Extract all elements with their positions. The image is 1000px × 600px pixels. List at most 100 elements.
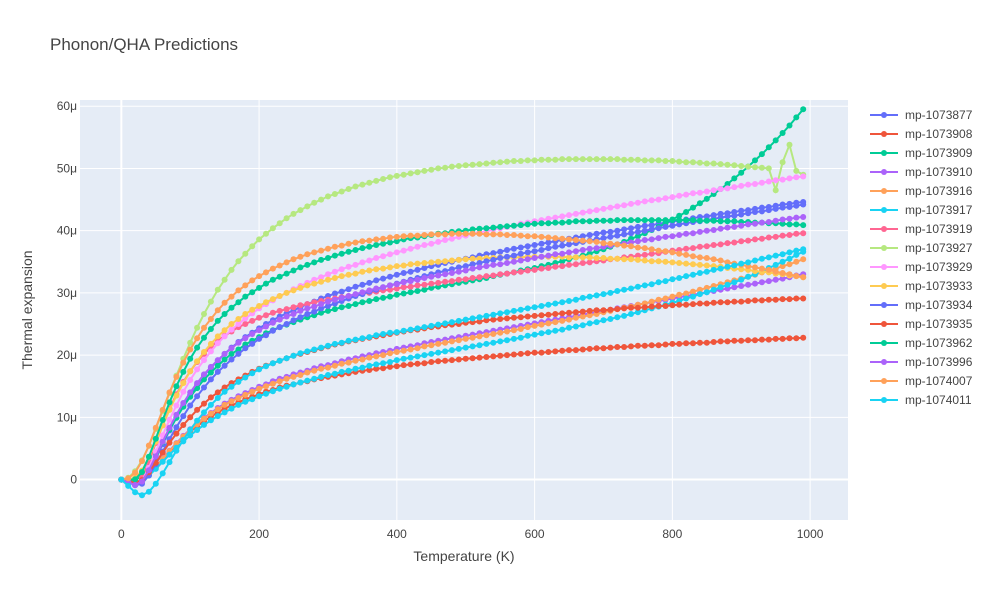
data-point[interactable] [504,232,510,238]
data-point[interactable] [132,469,139,476]
data-point[interactable] [683,209,690,215]
data-point[interactable] [297,379,304,386]
data-point[interactable] [655,217,662,224]
data-point[interactable] [600,345,607,352]
data-point[interactable] [731,223,738,230]
data-point[interactable] [311,280,318,287]
data-point[interactable] [414,288,421,294]
data-point[interactable] [476,225,483,232]
data-point[interactable] [579,294,586,301]
data-point[interactable] [648,236,655,243]
data-point[interactable] [228,398,235,405]
data-point[interactable] [380,240,387,247]
data-point[interactable] [483,160,490,167]
data-point[interactable] [586,156,593,163]
data-point[interactable] [159,417,166,423]
data-point[interactable] [214,307,221,314]
data-point[interactable] [194,406,201,413]
data-point[interactable] [366,243,373,250]
data-point[interactable] [297,372,304,378]
data-point[interactable] [793,258,800,265]
data-point[interactable] [180,359,187,366]
data-point[interactable] [345,240,352,247]
data-point[interactable] [538,349,545,356]
data-point[interactable] [435,272,442,279]
data-point[interactable] [648,250,655,257]
data-point[interactable] [297,302,304,309]
data-point[interactable] [221,350,228,357]
data-point[interactable] [786,204,793,210]
data-point[interactable] [393,172,400,179]
data-point[interactable] [559,347,566,354]
data-point[interactable] [634,256,641,263]
data-point[interactable] [476,342,483,349]
data-point[interactable] [448,319,455,326]
data-point[interactable] [724,218,731,225]
data-point[interactable] [676,192,683,199]
data-point[interactable] [586,208,593,215]
data-point[interactable] [318,196,325,203]
data-point[interactable] [387,350,393,357]
data-point[interactable] [407,346,414,353]
data-point[interactable] [428,322,435,329]
data-point[interactable] [283,289,290,296]
data-point[interactable] [359,245,366,252]
data-point[interactable] [579,218,586,225]
data-point[interactable] [745,210,752,217]
data-point[interactable] [311,346,318,353]
data-point[interactable] [338,273,345,280]
data-point[interactable] [572,210,579,217]
data-point[interactable] [380,235,387,242]
data-point[interactable] [304,251,311,258]
data-point[interactable] [345,337,352,344]
data-point[interactable] [517,250,524,257]
data-point[interactable] [559,310,566,317]
data-point[interactable] [476,354,483,361]
data-point[interactable] [545,329,552,336]
data-point[interactable] [703,188,710,195]
data-point[interactable] [421,265,428,271]
data-point[interactable] [572,309,579,316]
data-point[interactable] [628,256,634,263]
data-point[interactable] [407,278,414,285]
data-point[interactable] [765,266,772,273]
data-point[interactable] [187,389,194,396]
data-point[interactable] [614,314,621,321]
data-point[interactable] [180,380,187,387]
data-point[interactable] [793,221,800,228]
data-point[interactable] [690,301,696,308]
data-point[interactable] [221,384,228,391]
data-point[interactable] [173,424,180,431]
data-point[interactable] [483,312,490,319]
data-point[interactable] [772,137,779,144]
data-point[interactable] [387,239,393,246]
data-point[interactable] [559,242,566,249]
data-point[interactable] [504,270,510,277]
data-point[interactable] [669,222,676,229]
data-point[interactable] [579,346,586,353]
data-point[interactable] [462,267,469,274]
data-point[interactable] [221,299,228,306]
data-point[interactable] [566,212,572,219]
data-point[interactable] [139,492,145,499]
data-point[interactable] [648,298,655,305]
data-point[interactable] [724,161,731,168]
data-point[interactable] [380,265,387,272]
data-point[interactable] [359,289,366,296]
data-point[interactable] [373,255,380,261]
data-point[interactable] [345,271,352,278]
data-point[interactable] [779,335,786,342]
data-point[interactable] [276,357,283,364]
data-point[interactable] [228,383,235,390]
data-point[interactable] [207,348,214,355]
data-point[interactable] [504,315,510,322]
data-point[interactable] [393,233,400,240]
data-point[interactable] [338,250,345,257]
data-point[interactable] [758,179,765,186]
data-point[interactable] [517,350,524,357]
data-point[interactable] [201,400,207,407]
data-point[interactable] [628,311,634,317]
data-point[interactable] [235,346,242,353]
series-mp-1073916[interactable] [118,256,807,486]
data-point[interactable] [462,316,469,323]
